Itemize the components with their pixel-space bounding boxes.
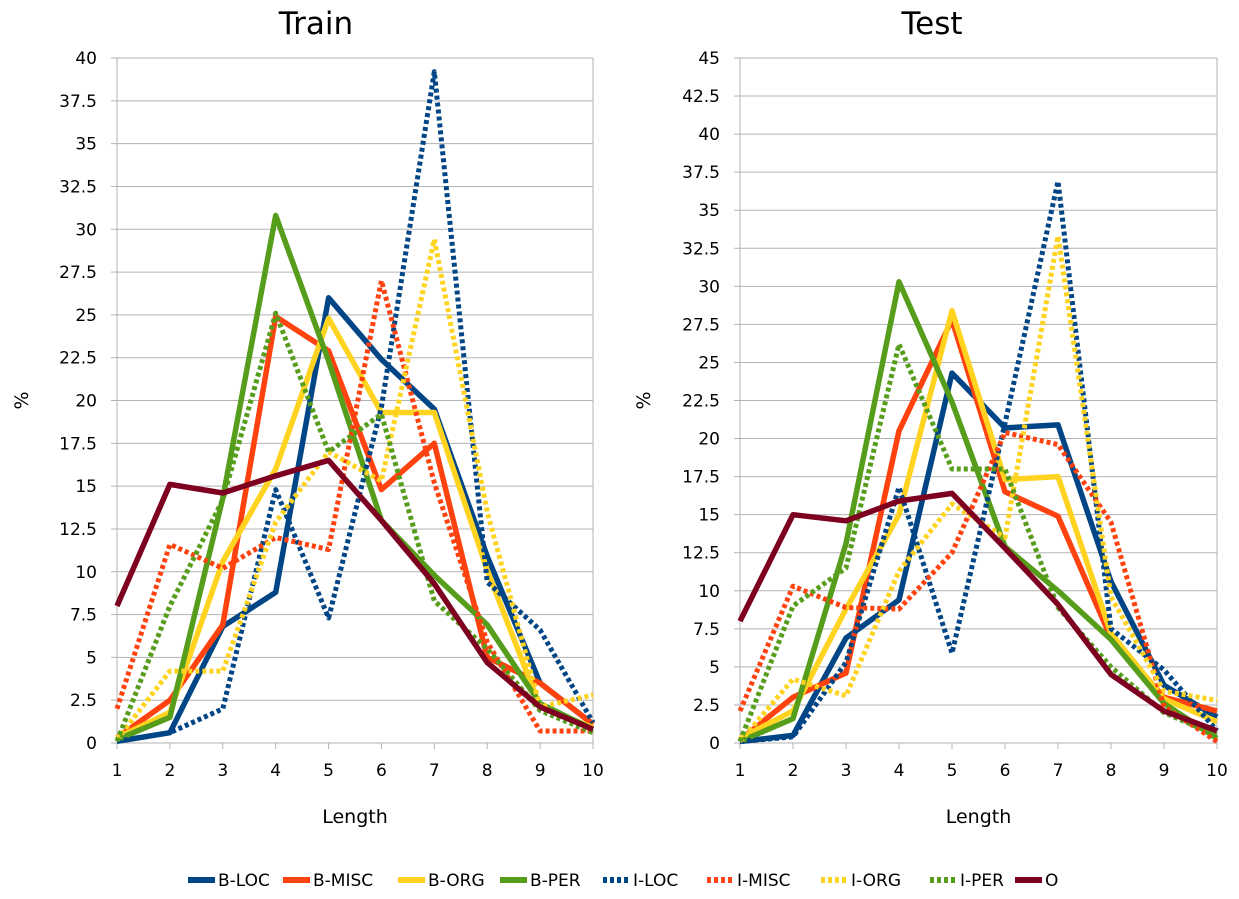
legend-label-i-loc: I-LOC: [633, 871, 678, 891]
x-tick-label: 2: [164, 761, 175, 781]
x-tick-label: 5: [947, 761, 958, 781]
y-tick-label: 12.5: [59, 520, 97, 540]
y-tick-label: 37.5: [682, 163, 720, 183]
y-tick-label: 32.5: [682, 239, 720, 259]
x-tick-label: 9: [1159, 761, 1170, 781]
x-tick-label: 4: [894, 761, 905, 781]
y-tick-label: 2.5: [70, 691, 97, 711]
y-tick-label: 30: [698, 277, 720, 297]
y-tick-label: 32.5: [59, 177, 97, 197]
y-tick-label: 10: [698, 582, 720, 602]
chart-test: 02.557.51012.51517.52022.52527.53032.535…: [633, 6, 1228, 828]
y-tick-label: 40: [698, 125, 720, 145]
y-tick-label: 17.5: [59, 434, 97, 454]
series-line-i-org: [115, 237, 594, 742]
y-tick-label: 2.5: [693, 696, 720, 716]
y-tick-label: 37.5: [59, 92, 97, 112]
y-tick-label: 5: [709, 658, 720, 678]
series-line-i-loc: [739, 178, 1219, 744]
y-tick-label: 20: [75, 392, 97, 412]
x-axis-label: Length: [322, 806, 388, 828]
y-tick-label: 12.5: [682, 544, 720, 564]
series-line-o: [737, 490, 1218, 734]
legend-label-b-org: B-ORG: [428, 871, 485, 891]
x-tick-label: 10: [1206, 761, 1228, 781]
x-tick-label: 6: [1000, 761, 1011, 781]
x-tick-label: 8: [482, 761, 493, 781]
series-line-i-per: [114, 310, 594, 743]
legend-label-b-misc: B-MISC: [313, 871, 373, 891]
x-tick-label: 7: [1053, 761, 1064, 781]
x-tick-label: 9: [535, 761, 546, 781]
chart-train: 02.557.51012.51517.52022.52527.53032.535…: [11, 6, 604, 828]
y-tick-label: 15: [75, 477, 97, 497]
y-axis-label: %: [11, 391, 33, 409]
legend-label-o: O: [1045, 871, 1058, 891]
y-axis-label: %: [633, 391, 655, 409]
x-tick-label: 2: [788, 761, 799, 781]
y-tick-label: 40: [75, 49, 97, 69]
y-tick-label: 30: [75, 220, 97, 240]
y-tick-label: 35: [75, 135, 97, 155]
chart-title: Train: [278, 6, 353, 42]
y-tick-label: 5: [86, 648, 97, 668]
y-tick-label: 10: [75, 563, 97, 583]
x-tick-label: 3: [217, 761, 228, 781]
legend-label-b-per: B-PER: [530, 871, 581, 891]
y-tick-label: 27.5: [682, 315, 720, 335]
y-tick-label: 25: [698, 353, 720, 373]
x-tick-label: 6: [376, 761, 387, 781]
legend-label-b-loc: B-LOC: [218, 871, 270, 891]
y-tick-label: 17.5: [682, 468, 720, 488]
series-line-b-org: [115, 315, 594, 741]
x-tick-label: 7: [429, 761, 440, 781]
series-line-i-misc: [737, 430, 1219, 744]
y-tick-label: 42.5: [682, 87, 720, 107]
x-axis-label: Length: [946, 806, 1012, 828]
series-line-i-loc: [116, 69, 596, 744]
legend-label-i-org: I-ORG: [851, 871, 901, 891]
y-tick-label: 15: [698, 506, 720, 526]
y-tick-label: 25: [75, 306, 97, 326]
chart-title: Test: [900, 6, 962, 42]
legend: B-LOC B-MISC B-ORG B-PER I-LOC I-MISC I-ORG I-P…: [188, 871, 1058, 891]
x-tick-label: 3: [841, 761, 852, 781]
y-tick-label: 22.5: [59, 349, 97, 369]
series-line-b-org: [738, 307, 1219, 741]
x-tick-label: 1: [735, 761, 746, 781]
y-tick-label: 35: [698, 201, 720, 221]
y-tick-label: 22.5: [682, 392, 720, 412]
series-line-o: [114, 457, 595, 732]
legend-label-i-per: I-PER: [960, 871, 1004, 891]
y-tick-label: 7.5: [693, 620, 720, 640]
x-tick-label: 10: [582, 761, 604, 781]
y-tick-label: 7.5: [70, 606, 97, 626]
x-tick-label: 5: [323, 761, 334, 781]
series-line-i-misc: [114, 278, 593, 734]
y-tick-label: 20: [698, 430, 720, 450]
y-tick-label: 0: [709, 734, 720, 754]
legend-label-i-misc: I-MISC: [737, 871, 791, 891]
y-tick-label: 27.5: [59, 263, 97, 283]
series-line-b-per: [738, 279, 1219, 745]
series-line-b-per: [115, 212, 595, 743]
y-tick-label: 0: [86, 734, 97, 754]
x-tick-label: 1: [112, 761, 123, 781]
y-tick-label: 45: [698, 49, 720, 69]
series-line-b-loc: [116, 295, 595, 745]
x-tick-label: 8: [1106, 761, 1117, 781]
x-tick-label: 4: [270, 761, 281, 781]
